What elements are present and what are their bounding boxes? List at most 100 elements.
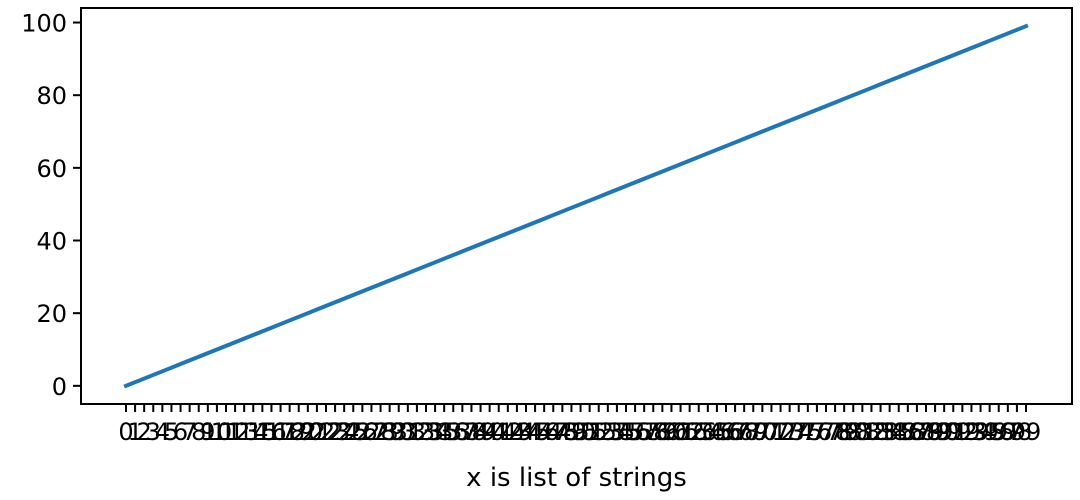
x-tick-label: 1 bbox=[127, 418, 142, 446]
x-axis-ticks: 0123456789101112131415161718192021222324… bbox=[118, 404, 1041, 446]
x-tick-label: 68 bbox=[729, 418, 760, 446]
x-tick-label: 86 bbox=[893, 418, 924, 446]
x-tick-label: 15 bbox=[247, 418, 278, 446]
x-tick-label: 96 bbox=[983, 418, 1014, 446]
x-tick-label: 2 bbox=[137, 418, 152, 446]
x-tick-label: 82 bbox=[856, 418, 887, 446]
x-tick-label: 33 bbox=[411, 418, 442, 446]
x-tick-label: 5 bbox=[164, 418, 179, 446]
series-layer bbox=[123, 23, 1029, 389]
x-tick-label: 25 bbox=[338, 418, 369, 446]
x-tick-label: 89 bbox=[920, 418, 951, 446]
x-tick-label: 53 bbox=[593, 418, 624, 446]
x-tick-label: 64 bbox=[693, 418, 724, 446]
x-tick-label: 29 bbox=[374, 418, 405, 446]
y-axis-ticks: 0 20 40 60 80 100 bbox=[21, 10, 81, 401]
x-tick-label: 20 bbox=[293, 418, 324, 446]
x-tick-label: 10 bbox=[202, 418, 233, 446]
x-tick-label: 66 bbox=[711, 418, 742, 446]
x-tick-label: 47 bbox=[538, 418, 569, 446]
x-tick-label: 51 bbox=[574, 418, 605, 446]
x-tick-label: 38 bbox=[456, 418, 487, 446]
x-tick-label: 77 bbox=[811, 418, 842, 446]
x-tick-label: 73 bbox=[774, 418, 805, 446]
x-tick-label: 63 bbox=[683, 418, 714, 446]
x-tick-label: 36 bbox=[438, 418, 469, 446]
y-tick-label: 80 bbox=[36, 82, 67, 110]
x-tick-label: 39 bbox=[465, 418, 496, 446]
x-tick-label: 81 bbox=[847, 418, 878, 446]
x-tick-label: 74 bbox=[783, 418, 814, 446]
y-tick-label: 0 bbox=[52, 373, 67, 401]
x-tick-label: 31 bbox=[393, 418, 424, 446]
x-tick-label: 57 bbox=[629, 418, 660, 446]
x-tick-label: 22 bbox=[311, 418, 342, 446]
x-tick-label: 75 bbox=[793, 418, 824, 446]
y-tick-label: 40 bbox=[36, 228, 67, 256]
x-tick-label: 42 bbox=[493, 418, 524, 446]
x-tick-label: 46 bbox=[529, 418, 560, 446]
x-tick-label: 88 bbox=[911, 418, 942, 446]
x-tick-label: 76 bbox=[802, 418, 833, 446]
x-tick-label: 69 bbox=[738, 418, 769, 446]
x-tick-label: 54 bbox=[602, 418, 633, 446]
x-tick-label: 26 bbox=[347, 418, 378, 446]
x-tick-label: 67 bbox=[720, 418, 751, 446]
x-tick-label: 27 bbox=[356, 418, 387, 446]
x-tick-label: 7 bbox=[182, 418, 197, 446]
x-tick-label: 56 bbox=[620, 418, 651, 446]
x-tick-label: 80 bbox=[838, 418, 869, 446]
x-tick-label: 85 bbox=[883, 418, 914, 446]
x-tick-label: 72 bbox=[765, 418, 796, 446]
x-tick-label: 34 bbox=[420, 418, 451, 446]
x-tick-label: 55 bbox=[611, 418, 642, 446]
y-tick-label: 100 bbox=[21, 10, 67, 38]
x-tick-label: 97 bbox=[993, 418, 1024, 446]
x-tick-label: 8 bbox=[191, 418, 206, 446]
x-tick-label: 94 bbox=[965, 418, 996, 446]
x-tick-label: 9 bbox=[200, 418, 215, 446]
x-axis-label: x is list of strings bbox=[466, 463, 687, 493]
x-tick-label: 59 bbox=[647, 418, 678, 446]
x-tick-label: 41 bbox=[483, 418, 514, 446]
plot-frame bbox=[80, 7, 1073, 405]
y-tick-label: 20 bbox=[36, 300, 67, 328]
x-tick-label: 87 bbox=[902, 418, 933, 446]
x-tick-label: 71 bbox=[756, 418, 787, 446]
x-tick-label: 50 bbox=[565, 418, 596, 446]
x-tick-label: 92 bbox=[947, 418, 978, 446]
x-tick-label: 65 bbox=[702, 418, 733, 446]
x-tick-label: 83 bbox=[865, 418, 896, 446]
x-tick-label: 18 bbox=[274, 418, 305, 446]
x-tick-label: 24 bbox=[329, 418, 360, 446]
x-tick-label: 58 bbox=[638, 418, 669, 446]
x-tick-label: 43 bbox=[502, 418, 533, 446]
x-tick-label: 21 bbox=[302, 418, 333, 446]
x-tick-label: 49 bbox=[556, 418, 587, 446]
x-tick-label: 17 bbox=[265, 418, 296, 446]
x-tick-label: 44 bbox=[511, 418, 542, 446]
x-tick-label: 48 bbox=[547, 418, 578, 446]
x-tick-label: 14 bbox=[238, 418, 269, 446]
x-tick-label: 70 bbox=[747, 418, 778, 446]
x-tick-label: 3 bbox=[146, 418, 161, 446]
x-tick-label: 13 bbox=[229, 418, 260, 446]
x-tick-label: 4 bbox=[155, 418, 170, 446]
x-tick-label: 19 bbox=[283, 418, 314, 446]
x-tick-label: 0 bbox=[118, 418, 133, 446]
x-tick-label: 99 bbox=[1011, 418, 1042, 446]
x-tick-label: 35 bbox=[429, 418, 460, 446]
x-tick-label: 16 bbox=[256, 418, 287, 446]
x-tick-label: 40 bbox=[474, 418, 505, 446]
x-tick-label: 32 bbox=[402, 418, 433, 446]
x-tick-label: 78 bbox=[820, 418, 851, 446]
x-tick-label: 91 bbox=[938, 418, 969, 446]
series-line-0 bbox=[123, 23, 1029, 389]
y-tick-label: 60 bbox=[36, 155, 67, 183]
x-tick-label: 62 bbox=[674, 418, 705, 446]
x-tick-label: 84 bbox=[874, 418, 905, 446]
x-tick-label: 93 bbox=[956, 418, 987, 446]
x-tick-label: 52 bbox=[583, 418, 614, 446]
x-tick-label: 30 bbox=[383, 418, 414, 446]
